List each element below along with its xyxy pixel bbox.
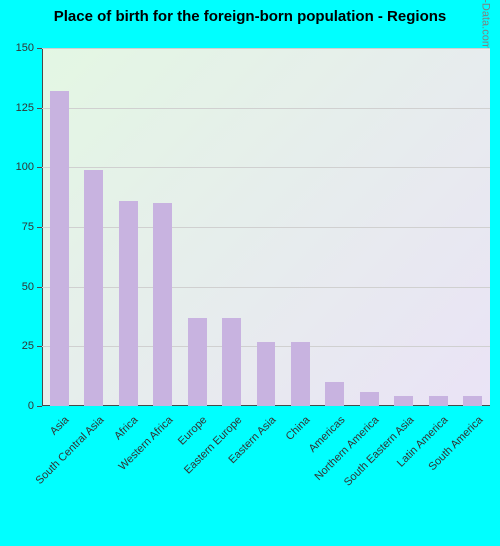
bar — [222, 318, 241, 406]
bar — [291, 342, 310, 406]
ytick-label: 75 — [0, 221, 34, 233]
ytick-label: 150 — [0, 42, 34, 54]
gridline — [42, 48, 490, 49]
ytick-label: 0 — [0, 400, 34, 412]
bar — [84, 170, 103, 406]
ytick-mark — [37, 48, 42, 49]
bar — [50, 91, 69, 406]
watermark: City-Data.com — [480, 0, 492, 50]
bar — [119, 201, 138, 406]
bar — [257, 342, 276, 406]
ytick-label: 125 — [0, 102, 34, 114]
ytick-mark — [37, 287, 42, 288]
chart-container: Place of birth for the foreign-born popu… — [0, 0, 500, 546]
ytick-mark — [37, 227, 42, 228]
ytick-label: 100 — [0, 161, 34, 173]
gridline — [42, 108, 490, 109]
plot-area — [42, 48, 490, 406]
ytick-label: 50 — [0, 281, 34, 293]
chart-title: Place of birth for the foreign-born popu… — [0, 0, 500, 30]
ytick-label: 25 — [0, 340, 34, 352]
gridline — [42, 227, 490, 228]
gridline — [42, 287, 490, 288]
bar — [325, 382, 344, 406]
bar — [394, 396, 413, 406]
bar — [360, 392, 379, 406]
ytick-mark — [37, 346, 42, 347]
bar — [429, 396, 448, 406]
ytick-mark — [37, 108, 42, 109]
gridline — [42, 167, 490, 168]
ytick-mark — [37, 167, 42, 168]
bar — [463, 396, 482, 406]
bar — [153, 203, 172, 406]
bar — [188, 318, 207, 406]
ytick-mark — [37, 406, 42, 407]
